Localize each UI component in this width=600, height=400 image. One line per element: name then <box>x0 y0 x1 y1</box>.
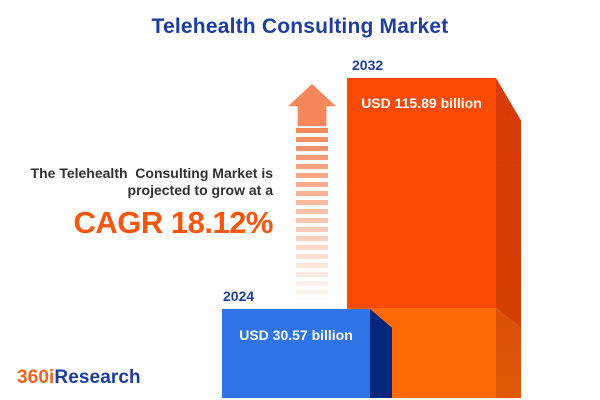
growth-text-line2: projected to grow at a <box>127 182 273 198</box>
cagr-value: CAGR 18.12% <box>73 205 273 240</box>
bar-2032-face-upper <box>347 78 496 308</box>
logo-suffix: Research <box>54 367 141 388</box>
bar-2024-side <box>370 309 392 398</box>
bar-2024-year-label: 2024 <box>223 288 255 304</box>
growth-annotation: The Telehealth Consulting Market is proj… <box>30 165 274 241</box>
bar-2032-side-upper <box>496 78 521 328</box>
logo-prefix: 360i <box>17 367 55 388</box>
bar-2024-value-label: USD 30.57 billion <box>239 327 353 343</box>
bar-2032-year-label: 2032 <box>352 57 384 73</box>
page-title: Telehealth Consulting Market <box>151 15 449 38</box>
bar-2032-value-label: USD 115.89 billion <box>361 95 482 111</box>
arrow-head-icon <box>288 84 336 126</box>
growth-text-line1: The Telehealth Consulting Market is <box>30 165 273 181</box>
arrow-dashed-tail-icon <box>296 128 328 300</box>
bar-2024-face <box>222 309 370 398</box>
logo: 360iResearch <box>17 367 141 389</box>
